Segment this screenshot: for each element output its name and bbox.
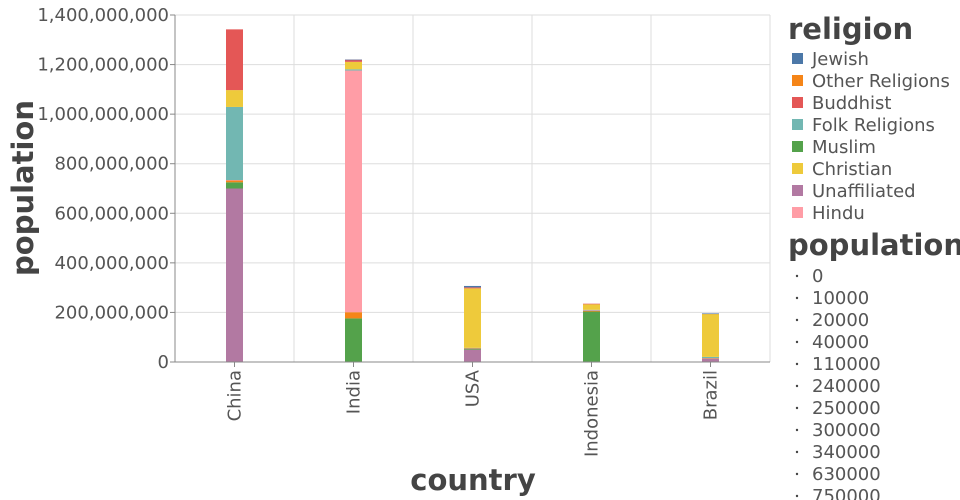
bar-segment (226, 182, 243, 189)
bar-segment (583, 310, 600, 312)
legend-label: Jewish (811, 49, 869, 70)
legend-label: Folk Religions (812, 115, 935, 136)
legend-swatch (792, 97, 803, 108)
x-tick-label: USA (463, 369, 484, 407)
bar-segment (702, 313, 719, 357)
y-tick-label: 800,000,000 (54, 154, 169, 175)
legend-swatch (792, 141, 803, 152)
legend-religion-title: religion (788, 12, 913, 46)
legend-label: 300000 (812, 420, 881, 441)
legend-swatch (792, 75, 803, 86)
y-tick-label: 0 (158, 352, 169, 373)
legend-swatch (792, 185, 803, 196)
bar-segment (583, 303, 600, 305)
bar-segment (226, 188, 243, 362)
bar-segment (583, 311, 600, 362)
bar-segment (226, 106, 243, 181)
y-tick-label: 600,000,000 (54, 203, 169, 224)
legend-label: 10000 (812, 288, 869, 309)
bar-segment (583, 304, 600, 310)
x-tick-label: Brazil (701, 370, 722, 420)
legend-population-title: population (788, 228, 960, 262)
bar-segment (226, 29, 243, 91)
legend-swatch (792, 119, 803, 130)
grid-lines (174, 14, 771, 363)
bars (226, 29, 719, 363)
legend-size-dot (795, 494, 799, 498)
y-tick-label: 1,000,000,000 (37, 104, 169, 125)
y-axis-title: population (6, 100, 40, 276)
bar-segment (345, 70, 362, 313)
legend-label: 110000 (812, 354, 881, 375)
bar-segment (226, 180, 243, 181)
bar-segment (464, 348, 481, 350)
y-tick-label: 1,400,000,000 (37, 5, 169, 26)
legend-label: Buddhist (812, 93, 891, 114)
legend-size-dot (795, 384, 799, 388)
legend-label: Other Religions (812, 71, 950, 92)
legend-population: population 01000020000400001100002400002… (788, 228, 960, 500)
legend-size-dot (795, 318, 799, 322)
bar-segment (345, 69, 362, 71)
x-axis-title: country (410, 463, 536, 497)
x-axis-ticks: China India USA Indonesia Brazil (225, 362, 722, 457)
legend-size-dot (795, 362, 799, 366)
legend-size-dot (795, 428, 799, 432)
bar-segment (345, 59, 362, 61)
legend-size-dot (795, 340, 799, 344)
legend-size-dot (795, 274, 799, 278)
legend-size-dot (795, 406, 799, 410)
bar-segment (464, 285, 481, 288)
bar-segment (702, 358, 719, 362)
legend-swatch (792, 53, 803, 64)
bar-segment (345, 61, 362, 70)
bar-segment (464, 288, 481, 348)
legend-label: Unaffiliated (812, 181, 916, 202)
legend-label: 40000 (812, 332, 869, 353)
bar-segment (583, 311, 600, 312)
bar-segment (464, 347, 481, 349)
x-tick-label: Indonesia (582, 370, 603, 457)
bar-segment (464, 287, 481, 289)
bar-segment (702, 358, 719, 359)
legend-label: 0 (812, 266, 823, 287)
bar-segment (226, 90, 243, 107)
y-tick-label: 400,000,000 (54, 253, 169, 274)
legend-label: Christian (812, 159, 892, 180)
bar-segment (345, 312, 362, 319)
legend-label: 240000 (812, 376, 881, 397)
legend-population-items: 0100002000040000110000240000250000300000… (795, 266, 881, 500)
bar-segment (583, 309, 600, 311)
legend-size-dot (795, 296, 799, 300)
x-tick-label: India (344, 370, 365, 414)
y-tick-label: 200,000,000 (54, 302, 169, 323)
legend-label: Muslim (812, 137, 876, 158)
bar-segment (345, 318, 362, 362)
bar-segment (464, 348, 481, 350)
legend-label: 20000 (812, 310, 869, 331)
y-tick-label: 1,200,000,000 (37, 55, 169, 76)
bar-segment (702, 356, 719, 359)
legend-label: 630000 (812, 464, 881, 485)
legend-label: 250000 (812, 398, 881, 419)
bar-segment (345, 59, 362, 62)
legend-label: 340000 (812, 442, 881, 463)
bar-segment (226, 180, 243, 183)
legend-swatch (792, 163, 803, 174)
legend-size-dot (795, 472, 799, 476)
legend-label: 750000 (812, 486, 881, 500)
bar-segment (702, 313, 719, 315)
legend-size-dot (795, 450, 799, 454)
y-axis-ticks: 0 200,000,000 400,000,000 600,000,000 800,00… (37, 5, 175, 373)
legend-label: Hindu (812, 203, 865, 224)
bar-segment (464, 349, 481, 362)
x-tick-label: China (225, 370, 246, 421)
legend-swatch (792, 207, 803, 218)
